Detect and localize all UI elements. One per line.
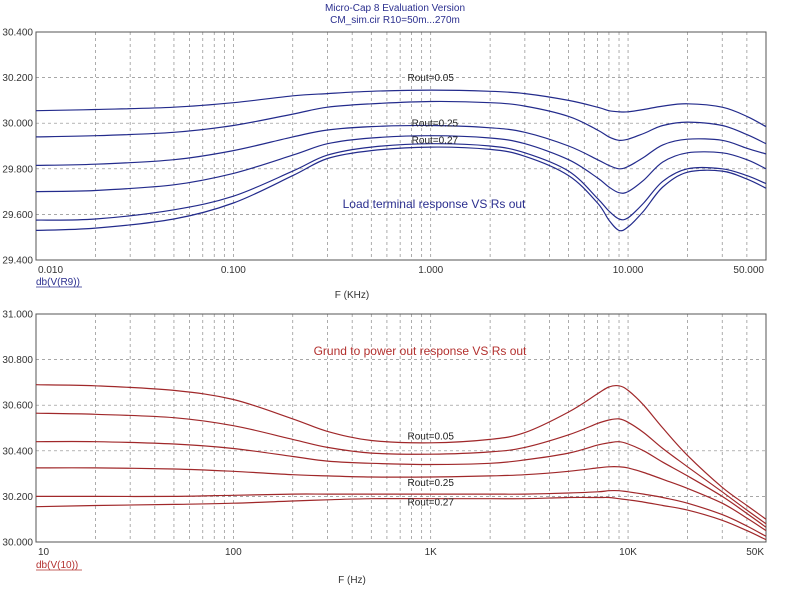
bottom-y-tick-label: 30.200 [2, 492, 33, 503]
bottom-y-tick-label: 30.800 [2, 355, 33, 366]
top-curve-label: Rout=0.05 [407, 73, 454, 84]
top-x-tick-label: 50.000 [733, 265, 764, 276]
top-series-line-2 [35, 100, 767, 145]
top-x-axis-label: F (KHz) [335, 290, 369, 301]
bottom-series-line-2 [35, 412, 767, 525]
bottom-y-tick-label: 30.400 [2, 446, 33, 457]
bottom-x-tick-label: 1K [425, 547, 438, 558]
top-y-axis-label: db(V(R9)) [36, 277, 80, 288]
bottom-x-tick-label: 50K [746, 547, 764, 558]
bottom-y-tick-label: 30.000 [2, 538, 33, 549]
top-y-tick-label: 30.400 [2, 28, 33, 39]
bottom-y-tick-label: 31.000 [2, 310, 33, 321]
top-series-line-5 [35, 143, 767, 221]
top-y-tick-label: 29.600 [2, 210, 33, 221]
window-title: Micro-Cap 8 Evaluation Version [324, 3, 466, 14]
bottom-curve-label: Rout=0.27 [407, 498, 454, 509]
top-y-tick-label: 29.800 [2, 164, 33, 175]
top-x-tick-label: 0.100 [221, 265, 246, 276]
bottom-y-axis-label: db(V(10)) [36, 560, 78, 571]
bottom-series-line-6 [35, 496, 767, 541]
bottom-x-tick-label: 100 [225, 547, 242, 558]
top-x-tick-label: 1.000 [418, 265, 443, 276]
bottom-series-line-5 [36, 489, 767, 537]
bottom-plot-frame [35, 313, 767, 543]
bottom-x-tick-label: 10 [38, 547, 50, 558]
bottom-annotation: Grund to power out response VS Rs out [314, 344, 527, 358]
window-subtitle: CM_sim.cir R10=50m...270m [330, 15, 460, 26]
top-curve-label: Rout=0.27 [412, 136, 459, 147]
top-series-line-1 [35, 89, 767, 128]
bottom-x-tick-label: 10K [619, 547, 637, 558]
top-series-line-3 [35, 124, 767, 170]
bottom-series-line-4 [35, 466, 767, 532]
top-x-tick-label: 10.000 [613, 265, 644, 276]
bottom-y-tick-label: 30.600 [2, 401, 33, 412]
top-plot-frame [35, 31, 767, 261]
top-series-line-4 [35, 135, 767, 194]
top-series-line-6 [35, 146, 767, 232]
top-annotation: Load terminal response VS Rs out [343, 197, 526, 211]
bottom-series-line-3 [35, 440, 767, 528]
top-curve-label: Rout=0.25 [412, 119, 459, 130]
bottom-x-axis-label: F (Hz) [338, 575, 366, 586]
top-y-tick-label: 30.000 [2, 119, 33, 130]
bottom-curve-label: Rout=0.25 [407, 478, 454, 489]
top-x-tick-label: 0.010 [38, 265, 63, 276]
bottom-series-line-1 [35, 384, 767, 520]
top-y-tick-label: 30.200 [2, 73, 33, 84]
bottom-curve-label: Rout=0.05 [407, 431, 454, 442]
top-y-tick-label: 29.400 [2, 256, 33, 267]
